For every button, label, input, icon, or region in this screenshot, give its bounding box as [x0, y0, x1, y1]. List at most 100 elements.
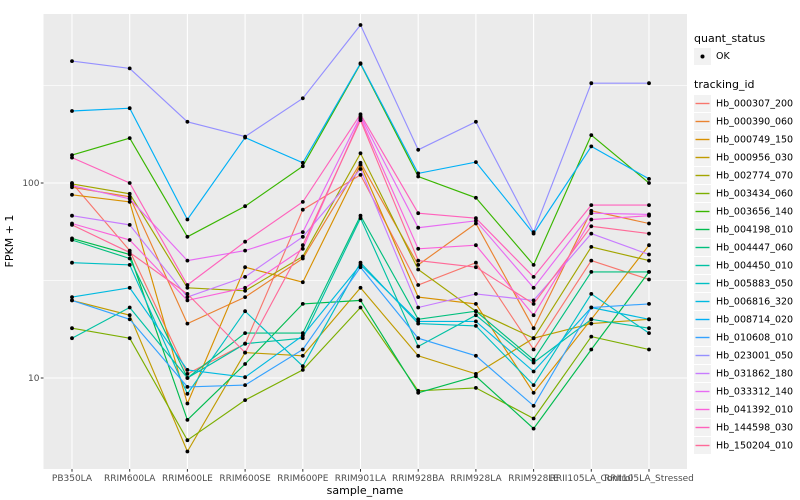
- data-point-Hb_033312_140: [474, 218, 478, 223]
- data-point-Hb_008714_020: [358, 61, 363, 66]
- data-point-Hb_004450_010: [531, 360, 536, 365]
- x-tick-label: RRIM928LA: [450, 474, 502, 484]
- data-point-Hb_150204_010: [647, 231, 651, 236]
- data-point-Hb_003656_140: [589, 133, 594, 138]
- legend-label-Hb_010608_010: Hb_010608_010: [716, 333, 793, 344]
- data-point-Hb_003434_060: [647, 347, 651, 352]
- x-tick-label: RRIM600SE: [219, 474, 271, 484]
- data-point-Hb_008714_020: [416, 171, 421, 176]
- data-point-Hb_144598_030: [358, 112, 363, 117]
- data-point-Hb_033312_140: [589, 211, 594, 216]
- data-point-Hb_031862_180: [300, 234, 305, 239]
- y-tick-label-100: 100: [22, 179, 39, 189]
- data-point-Hb_000749_150: [185, 401, 190, 406]
- data-point-Hb_008714_020: [589, 144, 594, 149]
- x-tick-label: RRIM928BA: [392, 474, 445, 484]
- legend-label-Hb_004447_060: Hb_004447_060: [716, 243, 793, 254]
- legend-title-tracking-id: tracking_id: [694, 78, 755, 91]
- data-point-Hb_004198_010: [589, 347, 594, 352]
- data-point-Hb_000307_200: [647, 277, 651, 282]
- data-point-Hb_005883_050: [647, 331, 651, 335]
- data-point-Hb_023001_050: [531, 230, 536, 235]
- data-point-Hb_002774_070: [531, 336, 536, 341]
- legend-label-Hb_144598_030: Hb_144598_030: [716, 423, 793, 434]
- legend-label-Hb_003656_140: Hb_003656_140: [716, 207, 793, 218]
- data-point-Hb_144598_030: [300, 200, 305, 204]
- data-point-Hb_041392_010: [127, 238, 132, 242]
- data-point-Hb_010608_010: [589, 305, 594, 310]
- data-point-Hb_006816_320: [70, 295, 74, 299]
- data-point-Hb_010608_010: [416, 336, 421, 341]
- data-point-Hb_004447_060: [70, 238, 74, 242]
- data-point-Hb_004450_010: [589, 317, 594, 322]
- data-point-Hb_041392_010: [531, 313, 536, 318]
- data-point-Hb_003656_140: [647, 181, 651, 185]
- data-point-Hb_002774_070: [243, 288, 248, 293]
- data-point-Hb_010608_010: [300, 347, 305, 352]
- data-point-Hb_000749_150: [416, 295, 421, 299]
- legend-label-Hb_000390_060: Hb_000390_060: [716, 117, 793, 128]
- data-point-Hb_031862_180: [243, 275, 248, 279]
- y-tick-label-10: 10: [28, 374, 40, 384]
- x-tick-label: RRIM928LE: [508, 474, 559, 484]
- data-point-Hb_150204_010: [589, 224, 594, 229]
- data-point-Hb_006816_320: [531, 369, 536, 374]
- x-tick-label: RRIM600LA: [104, 474, 156, 484]
- data-point-Hb_004450_010: [70, 336, 74, 341]
- data-point-Hb_144598_030: [531, 275, 536, 279]
- data-point-Hb_041392_010: [589, 217, 594, 222]
- x-axis-title: sample_name: [327, 484, 404, 497]
- legend-label-Hb_000956_030: Hb_000956_030: [716, 153, 793, 164]
- data-point-Hb_004447_060: [127, 256, 132, 261]
- data-point-Hb_002774_070: [300, 254, 305, 259]
- data-point-Hb_023001_050: [185, 119, 190, 124]
- data-point-Hb_006816_320: [647, 317, 651, 322]
- data-point-Hb_004450_010: [243, 341, 248, 346]
- data-point-Hb_023001_050: [589, 81, 594, 86]
- x-tick-label: RRIM600LE: [162, 474, 213, 484]
- data-point-Hb_010608_010: [243, 383, 248, 387]
- data-point-Hb_002774_070: [185, 285, 190, 290]
- data-point-Hb_144598_030: [416, 211, 421, 216]
- data-point-Hb_000956_030: [185, 449, 190, 454]
- data-point-Hb_010608_010: [185, 385, 190, 389]
- data-point-Hb_150204_010: [185, 292, 190, 296]
- data-point-Hb_000956_030: [300, 353, 305, 358]
- legend-label-Hb_005883_050: Hb_005883_050: [716, 279, 793, 290]
- data-point-Hb_031862_180: [474, 292, 478, 296]
- data-point-Hb_033312_140: [243, 248, 248, 253]
- data-point-Hb_002774_070: [589, 245, 594, 249]
- data-point-Hb_150204_010: [531, 302, 536, 306]
- data-point-Hb_010608_010: [474, 353, 478, 358]
- data-point-Hb_004198_010: [474, 374, 478, 379]
- data-point-Hb_144598_030: [243, 239, 248, 244]
- data-point-Hb_033312_140: [70, 183, 74, 188]
- data-point-Hb_003656_140: [185, 234, 190, 239]
- x-tick-label: RRII105LA_Stressed: [604, 474, 694, 484]
- data-point-Hb_008714_020: [70, 109, 74, 113]
- data-point-Hb_041392_010: [185, 298, 190, 303]
- data-point-Hb_041392_010: [647, 213, 651, 218]
- data-point-Hb_031862_180: [647, 252, 651, 257]
- data-point-Hb_006816_320: [127, 285, 132, 290]
- data-point-Hb_000749_150: [358, 162, 363, 167]
- data-point-Hb_004450_010: [416, 344, 421, 349]
- data-point-Hb_004450_010: [474, 313, 478, 318]
- data-point-Hb_003434_060: [589, 334, 594, 339]
- data-point-Hb_004198_010: [531, 426, 536, 431]
- data-point-Hb_000307_200: [185, 372, 190, 376]
- legend-label-Hb_041392_010: Hb_041392_010: [716, 405, 793, 416]
- legend-label-Hb_000307_200: Hb_000307_200: [716, 99, 793, 110]
- data-point-Hb_002774_070: [416, 267, 421, 272]
- legend-label-quant-status-ok: OK: [716, 51, 730, 62]
- data-point-Hb_031862_180: [589, 231, 594, 236]
- data-point-Hb_031862_180: [127, 223, 132, 227]
- data-point-Hb_002774_070: [647, 258, 651, 263]
- data-point-Hb_006816_320: [416, 319, 421, 324]
- data-point-Hb_031862_180: [358, 167, 363, 171]
- data-point-Hb_000307_200: [300, 207, 305, 212]
- data-point-Hb_000749_150: [300, 280, 305, 285]
- data-point-Hb_144598_030: [185, 283, 190, 287]
- data-point-Hb_031862_180: [416, 305, 421, 310]
